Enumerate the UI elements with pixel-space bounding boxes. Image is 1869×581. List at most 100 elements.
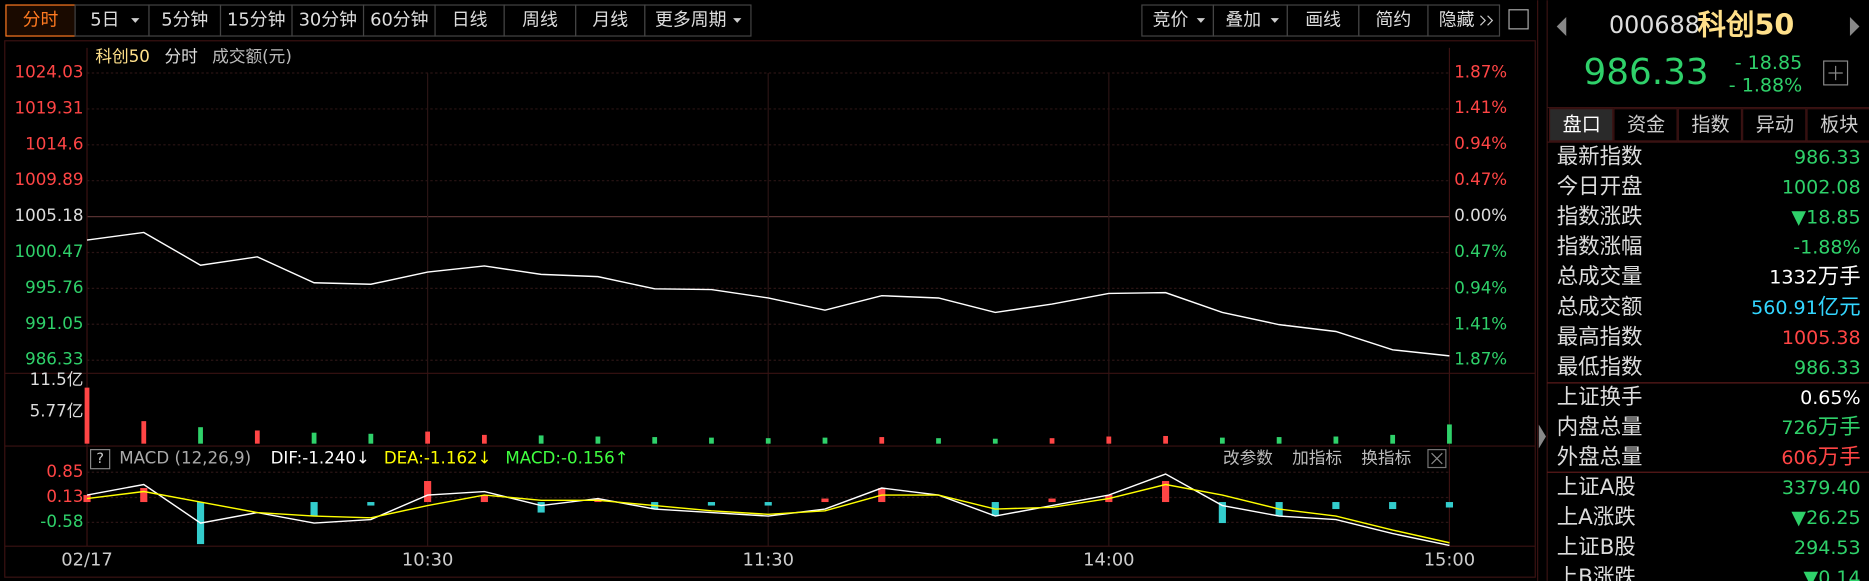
price-line [86,231,1450,357]
macd-bar [707,502,716,506]
y-tick-label: 1005.18 [14,206,83,225]
dropdown-arrow [733,18,742,23]
indicator-legend: MACD:-0.156↑ [505,449,628,468]
macd-bar [1162,481,1170,503]
toolbar-label: 画线 [1305,10,1341,31]
row-label: 上证换手 [1557,385,1643,410]
row-number: 3379.40 [1782,477,1861,499]
volume-bar [1163,435,1168,444]
next-arrow[interactable] [1849,16,1860,37]
indicator-legend: DIF:-1.240↓ [271,449,370,468]
dropdown-arrow [131,18,140,23]
dea-line [86,483,1450,544]
row-number: 986.33 [1794,146,1861,168]
row-value: ▼0.14 [1804,567,1861,581]
row-number: 726 [1781,416,1817,438]
indicator-button[interactable]: 换指标 [1361,449,1411,468]
row-value: -1.88% [1793,236,1860,258]
toolbar-button[interactable] [148,4,222,37]
row-label: 最低指数 [1557,355,1643,380]
tab[interactable] [1742,108,1807,142]
row-label: 指数涨跌 [1557,205,1643,230]
row-value: 986.33 [1794,356,1861,378]
y2-tick-label: 1.87% [1454,62,1507,81]
tab-label: 资金 [1627,114,1665,136]
toolbar-button[interactable] [362,4,436,37]
stock-name: 科创50 [1697,7,1794,41]
volume-bar [765,438,771,444]
toolbar-label: 30分钟 [299,10,357,31]
volume-bar [84,387,90,444]
y-tick-label: 11.5亿 [30,370,84,389]
macd-bar [1332,502,1340,510]
row-label: 外盘总量 [1557,445,1643,470]
x-tick-label: 14:00 [1083,549,1134,570]
macd-bar [310,502,318,517]
toolbar-button[interactable] [503,4,577,37]
volume-bar [1106,436,1112,444]
y-tick-label: 0.85 [46,462,83,481]
dropdown-arrow [1196,18,1206,23]
toolbar-button[interactable] [291,4,365,37]
volume-bar [368,433,374,444]
macd-bar [1048,498,1056,503]
tab[interactable] [1677,108,1743,142]
tab[interactable] [1806,108,1869,142]
help-button[interactable] [89,449,111,470]
y2-tick-label: 1.41% [1454,98,1507,117]
dif-line [86,473,1450,547]
toolbar-label: 周线 [522,10,558,31]
toolbar-label: 5分钟 [161,10,208,31]
row-unit: 万手 [1818,415,1861,440]
y-tick-label: 1019.31 [14,98,83,117]
indicator-button[interactable]: 加指标 [1292,449,1342,468]
volume-bar [425,431,431,444]
y-tick-label: 1009.89 [14,170,83,189]
row-value: ▼26.25 [1791,507,1860,529]
row-label: 总成交量 [1557,265,1643,290]
row-value: 726万手 [1781,415,1860,440]
macd-bar [1389,502,1397,510]
prev-arrow[interactable] [1556,16,1567,37]
row-label: 总成交额 [1557,295,1643,320]
macd-bar [764,502,772,506]
add-icon [1828,65,1843,81]
volume-bar [1049,438,1055,444]
x-tick-label: 11:30 [742,549,793,570]
volume-bar [1276,437,1282,444]
toolbar-button[interactable] [434,4,505,37]
row-label: 今日开盘 [1557,175,1643,200]
volume-bar [822,437,828,444]
y-tick-label: 986.33 [25,350,83,369]
stock-code: 000688 [1609,11,1700,39]
volume-bar [482,434,487,444]
toolbar-button[interactable] [1427,4,1501,37]
row-number: 1332 [1769,266,1818,288]
toolbar-button[interactable] [1286,4,1360,37]
toolbar-button[interactable] [644,4,752,37]
close-button[interactable] [1427,449,1447,469]
chart-subtitle: 分时 [164,47,198,66]
indicator-button[interactable]: 改参数 [1223,449,1273,468]
tab[interactable] [1613,108,1678,142]
toolbar-button[interactable] [1358,4,1429,37]
collapse-arrow[interactable] [1538,424,1546,449]
volume-bar [1219,437,1225,444]
fullscreen-icon[interactable] [1508,9,1529,30]
row-number: ▼18.85 [1791,206,1860,228]
chart-frame [4,40,1536,578]
volume-bar [709,437,714,444]
y2-tick-label: 0.47% [1454,170,1507,189]
y2-tick-label: 1.41% [1454,314,1507,333]
y2-tick-label: 0.94% [1454,134,1507,153]
tab[interactable] [1548,108,1614,142]
toolbar-button[interactable] [575,4,646,37]
add-button[interactable] [1823,60,1849,86]
row-number: 1005.38 [1782,326,1861,348]
row-number: ▼26.25 [1791,507,1860,529]
y-tick-label: 1000.47 [14,242,83,261]
toolbar-button[interactable] [219,4,293,37]
y-tick-label: 1014.6 [25,134,83,153]
